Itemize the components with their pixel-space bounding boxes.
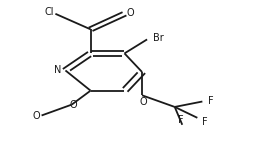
Text: Br: Br <box>153 33 164 43</box>
Text: N: N <box>54 65 62 75</box>
Text: O: O <box>69 100 77 110</box>
Text: O: O <box>139 97 147 107</box>
Text: F: F <box>178 115 184 125</box>
Text: O: O <box>33 111 40 121</box>
Text: Cl: Cl <box>44 7 54 17</box>
Text: F: F <box>202 117 208 127</box>
Text: F: F <box>208 96 214 106</box>
Text: O: O <box>127 8 135 18</box>
